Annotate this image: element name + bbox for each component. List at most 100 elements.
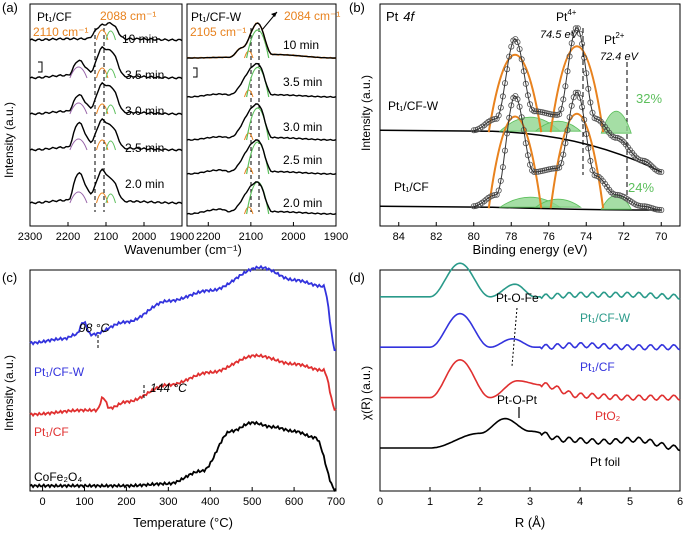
panel-b-point-upper-81 [639,157,646,164]
panel-c-trace-2 [29,353,337,418]
panel-d-tick-label-0: 0 [377,496,383,508]
panel-a-right-time-2: 3.5 min [283,75,322,89]
panel-b-fit-lower [473,91,662,211]
panel-b-title-elem: Pt [386,9,399,24]
panel-b-point-lower-47 [568,102,575,109]
panel-b-lower-name: Pt₁/CF [394,180,429,194]
panel-a-right-ann-2084: 2084 cm⁻¹ [284,9,340,23]
panel-a-right-time-3: 3.0 min [283,120,322,134]
panel-b-pt4-sup: 4+ [567,8,576,17]
panel-b-tick-label-84: 84 [393,231,405,243]
panel-a-left-trace-1 [29,21,183,42]
panel-d-label: (d) [349,270,365,285]
panel-a-left-component-green-2 [105,68,116,79]
panel-b-point-lower-51 [577,94,584,101]
panel-b-point-upper-51 [577,30,584,37]
panel-a-right-trace-2 [186,62,337,99]
panel-c-name-cfw: Pt₁/CF-W [34,365,85,379]
panel-b-pt2-sup: 2+ [615,31,624,40]
panel-a-right-trace-1-fit [187,22,336,59]
panel-d-trace-2 [380,312,681,351]
panel-b-point-upper-90 [658,168,665,175]
panel-d-xlabel: R (Å) [515,515,545,530]
panel-d-trace-4 [380,417,681,452]
panel-a-left-component-purple-5 [69,191,88,204]
panel-c-label: (c) [2,270,17,285]
panel-a-right-component-orange-2 [243,89,254,98]
panel-a-right-component-orange-4 [243,166,254,175]
panel-b-point-upper-22 [516,46,523,53]
panel-a-right-component-orange-3 [243,132,254,141]
panel-b-tick-label-76: 76 [543,231,555,243]
panel-a-right-trace-4 [186,139,337,176]
panel-a-left-tick-label-1900: 1900 [170,231,194,243]
panel-b-point-upper-13 [497,104,504,111]
panel-b-point-upper-57 [589,109,596,116]
panel-c-tick-label-200: 200 [117,496,135,508]
panel-b-fit-upper [473,26,662,173]
panel-d-name-cfw: Pt₁/CF-W [580,311,631,325]
panel-a-left-time-5: 2.0 min [125,177,164,191]
panel-a-right-tick-label-1900: 1900 [324,231,348,243]
panel-c-tick-label-500: 500 [243,496,261,508]
panel-c-tick-label-400: 400 [201,496,219,508]
panel-b-tick-label-82: 82 [430,231,442,243]
panel-a: (a) Intensity (a.u.) 2300 2200 2100 2000 190… [2,0,348,257]
panel-b-point-lower-50 [574,89,581,96]
panel-a-left-time-1: 10 min [122,32,158,46]
panel-a-right-time-5: 2.0 min [283,196,322,210]
panel-b-tick-label-72: 72 [618,231,630,243]
panel-a-left-scale-bar [38,61,43,73]
panel-a-left-component-purple-4 [69,138,88,151]
panel-a-left-component-purple-3 [69,102,88,115]
panel-d-name-cf: Pt₁/CF [580,360,615,374]
panel-b-xlabel: Binding energy (eV) [473,242,588,257]
panel-d-tick-label-4: 4 [577,496,583,508]
panel-a-left-trace-2 [29,45,183,80]
panel-a-right-ann-2105: 2105 cm⁻¹ [190,25,246,39]
panel-a-left-ann-2088: 2088 cm⁻¹ [100,9,156,23]
panel-a-right-trace-5 [186,181,337,216]
panel-b-point-upper-86 [649,164,656,171]
panel-b-point-upper-10 [491,116,498,123]
panel-b-upper-pct: 32% [636,91,662,106]
panel-d-tick-label-1: 1 [427,496,433,508]
panel-a-left-trace-5 [29,168,183,205]
panel-b-upper-name: Pt₁/CF-W [388,99,439,113]
panel-c-tick-label-700: 700 [327,496,345,508]
panel-a-right-time-1: 10 min [283,38,319,52]
panel-b-point-upper-48 [570,30,577,37]
panel-b-point-lower-20 [512,93,519,100]
panel-a-right-component-orange-1 [243,50,254,59]
panel-a-left-time-4: 2.5 min [125,141,164,155]
panel-b-point-lower-21 [514,96,521,103]
panel-b-point-lower-6 [483,196,490,203]
panel-b-point-upper-78 [633,154,640,161]
panel-a-left-component-purple-2 [69,66,88,79]
panel-b-pt2-ev: 72.4 eV [600,51,640,63]
panel-a-left-component-green-1 [105,30,116,41]
panel-c-tick-label-300: 300 [159,496,177,508]
panel-d-name-ptfoil: Pt foil [590,455,620,469]
panel-c-tick-label-600: 600 [285,496,303,508]
panel-b-point-upper-42 [558,106,565,113]
panel-b-point-lower-57 [589,167,596,174]
panel-a-right-tick-label-2000: 2000 [281,231,305,243]
panel-b-pt4-ev: 74.5 eV [540,29,580,41]
panel-b-point-upper-63 [602,123,609,130]
panel-b-point-upper-89 [656,168,663,175]
panel-b-traces [379,25,665,213]
panel-c-xticks: 0 100 200 300 400 500 600 700 [40,487,345,508]
panel-b-point-lower-42 [558,160,565,167]
panel-a-left-component-green-4 [105,140,116,151]
panel-a-right-component-green-1 [246,29,270,59]
panel-b-point-upper-85 [647,162,654,169]
panel-a-right-tick-label-2100: 2100 [239,231,263,243]
panel-c-tick-label-100: 100 [75,496,93,508]
panel-c-tick-label-0: 0 [40,496,46,508]
panel-d-tick-label-2: 2 [477,496,483,508]
panel-a-right-xticks: 2200 2100 2000 1900 [196,222,348,243]
panel-a-right-trace-3 [186,103,337,142]
